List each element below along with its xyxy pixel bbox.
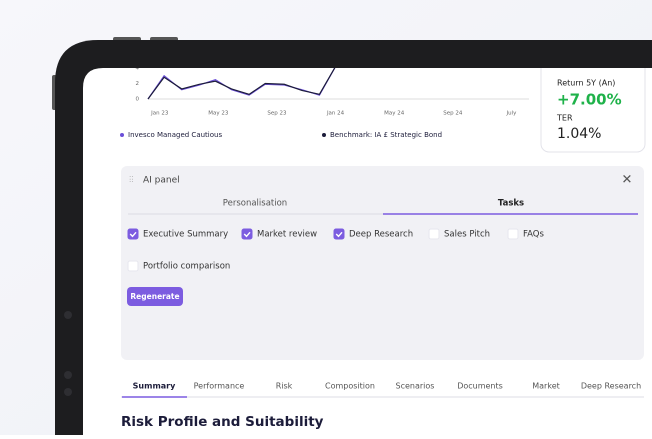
checkbox-label[interactable]: FAQs xyxy=(523,230,544,240)
section-heading: Risk Profile and Suitability xyxy=(121,414,324,430)
stat-label: TER xyxy=(556,114,573,123)
x-tick-label: Sep 24 xyxy=(443,111,463,117)
legend-marker xyxy=(120,133,124,137)
stat-label: Return 5Y (An) xyxy=(557,79,615,88)
nav-tab[interactable]: Summary xyxy=(133,382,176,391)
x-tick-label: Jan 24 xyxy=(326,111,345,117)
nav-tab[interactable]: Deep Research xyxy=(581,382,641,391)
x-tick-label: July xyxy=(505,111,517,117)
y-tick-label: 0 xyxy=(136,97,140,103)
sensor xyxy=(64,388,72,396)
checkbox-label[interactable]: Deep Research xyxy=(349,230,413,240)
checkbox[interactable] xyxy=(127,260,139,272)
x-tick-label: May 24 xyxy=(384,111,405,117)
button-label[interactable]: Regenerate xyxy=(130,292,179,301)
nav-tab[interactable]: Performance xyxy=(194,382,245,391)
checkbox[interactable] xyxy=(127,228,139,240)
close-button[interactable]: ✕ xyxy=(622,173,633,188)
panel-title: AI panel xyxy=(143,176,180,186)
x-tick-label: May 23 xyxy=(208,111,229,117)
legend-label: Invesco Managed Cautious xyxy=(128,131,222,139)
legend-label: Benchmark: IA £ Strategic Bond xyxy=(330,131,442,139)
stat-value: +7.00% xyxy=(557,91,622,109)
stat-value: 1.04% xyxy=(557,126,601,142)
panel-icon: ⫶⫶ xyxy=(129,175,134,186)
series-line xyxy=(147,68,337,100)
checkbox[interactable] xyxy=(241,228,253,240)
x-tick-label: Sep 23 xyxy=(267,111,287,117)
screen: Return 5Y (An) +7.00% TER 1.04% ⫶⫶ AI pa… xyxy=(83,66,652,435)
sensor xyxy=(64,371,72,379)
checkmark xyxy=(335,231,343,238)
checkbox-label[interactable]: Sales Pitch xyxy=(444,230,490,240)
x-tick-label: Jan 23 xyxy=(150,111,169,117)
checkmark xyxy=(129,231,137,238)
regenerate-button[interactable] xyxy=(127,287,183,306)
sensor xyxy=(64,311,72,319)
checkbox-label[interactable]: Executive Summary xyxy=(143,230,228,240)
y-tick-label: 4 xyxy=(136,66,140,72)
nav-tab[interactable]: Market xyxy=(532,382,560,391)
nav-tab[interactable]: Risk xyxy=(276,382,293,391)
y-tick-label: 2 xyxy=(136,81,140,87)
panel-tab[interactable]: Tasks xyxy=(498,199,524,209)
checkbox[interactable] xyxy=(428,228,440,240)
nav-tab[interactable]: Composition xyxy=(325,382,375,391)
checkmark xyxy=(243,231,251,238)
panel-tab[interactable]: Personalisation xyxy=(223,199,287,209)
checkbox[interactable] xyxy=(333,228,345,240)
nav-tab[interactable]: Scenarios xyxy=(396,382,435,391)
stats-card xyxy=(540,68,646,153)
nav-tab[interactable]: Documents xyxy=(457,382,503,391)
checkbox[interactable] xyxy=(507,228,519,240)
checkbox-label[interactable]: Market review xyxy=(257,230,317,240)
checkbox-label[interactable]: Portfolio comparison xyxy=(143,262,230,272)
legend-marker xyxy=(322,133,326,137)
